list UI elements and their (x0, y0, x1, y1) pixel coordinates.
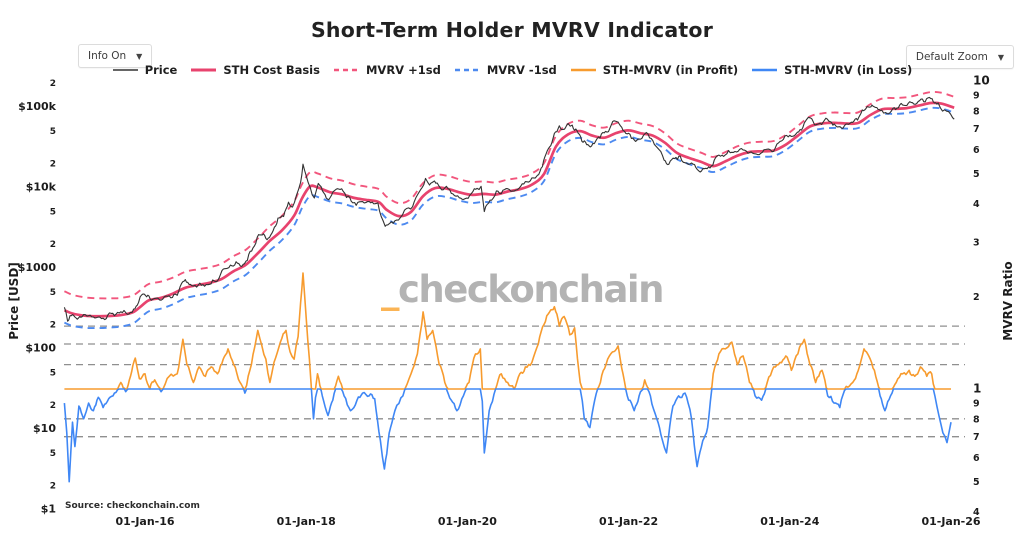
mvrv-plus-band-line (63, 90, 955, 300)
right-axis-tick: 6 (973, 453, 980, 464)
legend-item-mvrv-1sd[interactable]: MVRV -1sd (454, 63, 557, 77)
sth-mvrv-profit-line (64, 272, 951, 390)
left-axis-tick: 5 (50, 127, 56, 137)
left-axis-tick: 2 (50, 401, 56, 411)
left-axis-tick: $1 (41, 503, 56, 516)
legend-swatch-line (333, 68, 359, 72)
legend-item-mvrv-1sd[interactable]: MVRV +1sd (333, 63, 441, 77)
left-axis-tick: $100k (18, 100, 57, 113)
x-axis-tick: 01-Jan-24 (760, 515, 819, 528)
source-note: Source: checkonchain.com (65, 501, 200, 511)
x-axis-tick: 01-Jan-20 (438, 515, 497, 528)
right-axis-tick: 6 (973, 145, 980, 156)
zoom-dropdown[interactable]: Default Zoom ▼ (905, 45, 1014, 69)
legend-swatch-line (454, 68, 480, 72)
right-axis-tick: 8 (973, 414, 980, 425)
sth-mvrv-loss-line (63, 388, 952, 483)
right-axis-tick: 8 (973, 106, 980, 117)
legend-item-label: STH-MVRV (in Profit) (602, 63, 739, 77)
legend-item-label: STH-MVRV (in Loss) (784, 63, 913, 77)
chevron-down-icon: ▼ (997, 52, 1004, 62)
x-axis-tick: 01-Jan-26 (921, 515, 980, 528)
right-axis-tick: 9 (973, 91, 980, 102)
legend-swatch-line (752, 68, 778, 72)
left-axis-tick: 5 (50, 449, 56, 459)
legend-swatch-line (112, 69, 138, 71)
watermark: _checkonchain (381, 268, 664, 311)
chart-title: Short-Term Holder MVRV Indicator (310, 18, 714, 42)
legend-item-sth-cost-basis[interactable]: STH Cost Basis (190, 63, 320, 77)
legend-item-label: STH Cost Basis (223, 63, 320, 77)
cost-basis-line (63, 101, 955, 318)
zoom-dropdown-label: Default Zoom (915, 51, 988, 63)
right-axis-tick: 5 (973, 477, 980, 488)
legend-item-label: MVRV +1sd (365, 63, 441, 77)
left-axis-tick: $10k (26, 181, 57, 194)
left-axis-tick: $1000 (18, 261, 57, 274)
left-axis-tick: 5 (50, 208, 56, 218)
right-axis-tick: 5 (973, 169, 980, 180)
info-toggle-dropdown[interactable]: Info On ▼ (78, 44, 153, 68)
left-axis-tick: $100 (25, 342, 56, 355)
right-axis-tick: 3 (973, 238, 980, 249)
x-axis-tick: 01-Jan-22 (599, 515, 658, 528)
left-axis-tick: 2 (50, 481, 56, 491)
right-axis-tick: 7 (973, 124, 980, 135)
legend-swatch-line (570, 68, 596, 72)
legend-item-price[interactable]: Price (112, 63, 178, 77)
legend-swatch-line (191, 68, 217, 72)
x-axis-tick: 01-Jan-18 (277, 515, 336, 528)
right-axis-tick: 4 (973, 199, 980, 210)
chevron-down-icon: ▼ (136, 51, 143, 61)
left-axis-tick: 5 (50, 288, 56, 298)
left-axis-tick: 2 (50, 320, 56, 330)
watermark-text: checkonchain (398, 268, 664, 311)
right-axis-tick: 4 (973, 507, 980, 518)
legend: Price STH Cost Basis MVRV +1sd MVRV -1sd STH… (0, 63, 1024, 77)
price-line (63, 96, 955, 322)
left-axis-tick: 2 (50, 240, 56, 250)
right-axis-tick: 10 (973, 74, 990, 88)
watermark-underscore: _ (381, 268, 400, 311)
legend-item-sth-mvrv-in-profit[interactable]: STH-MVRV (in Profit) (570, 63, 738, 77)
info-toggle-label: Info On (88, 50, 127, 62)
legend-item-label: MVRV -1sd (486, 63, 557, 77)
right-axis-tick: 2 (973, 292, 980, 303)
left-axis-tick: 2 (50, 79, 56, 89)
legend-item-sth-mvrv-in-loss[interactable]: STH-MVRV (in Loss) (751, 63, 912, 77)
right-axis-tick: 1 (973, 382, 981, 396)
legend-item-label: Price (144, 63, 178, 77)
right-axis-tick: 7 (973, 432, 980, 443)
x-axis-tick: 01-Jan-16 (115, 515, 174, 528)
left-axis-tick: 2 (50, 159, 56, 169)
right-axis-tick: 9 (973, 399, 980, 410)
left-axis-tick: $10 (33, 422, 56, 435)
left-axis-tick: 5 (50, 369, 56, 379)
mvrv-minus-band-line (63, 106, 955, 330)
